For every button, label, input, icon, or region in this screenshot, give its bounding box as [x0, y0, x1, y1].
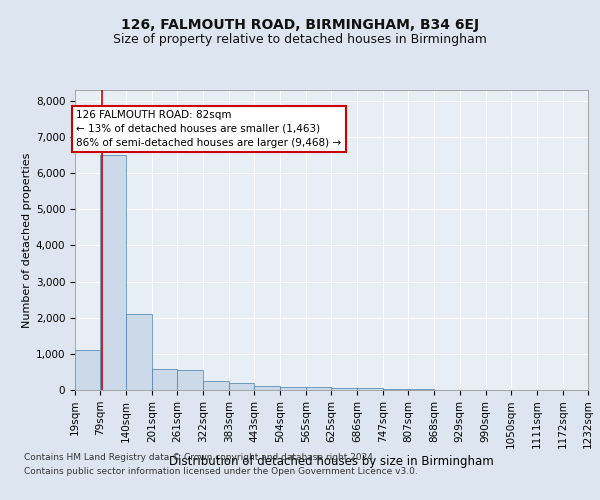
Text: Contains public sector information licensed under the Open Government Licence v3: Contains public sector information licen…: [24, 467, 418, 476]
Y-axis label: Number of detached properties: Number of detached properties: [22, 152, 32, 328]
X-axis label: Distribution of detached houses by size in Birmingham: Distribution of detached houses by size …: [169, 456, 494, 468]
Text: 126 FALMOUTH ROAD: 82sqm
← 13% of detached houses are smaller (1,463)
86% of sem: 126 FALMOUTH ROAD: 82sqm ← 13% of detach…: [76, 110, 341, 148]
Text: Contains HM Land Registry data © Crown copyright and database right 2024.: Contains HM Land Registry data © Crown c…: [24, 454, 376, 462]
Text: 126, FALMOUTH ROAD, BIRMINGHAM, B34 6EJ: 126, FALMOUTH ROAD, BIRMINGHAM, B34 6EJ: [121, 18, 479, 32]
Text: Size of property relative to detached houses in Birmingham: Size of property relative to detached ho…: [113, 32, 487, 46]
